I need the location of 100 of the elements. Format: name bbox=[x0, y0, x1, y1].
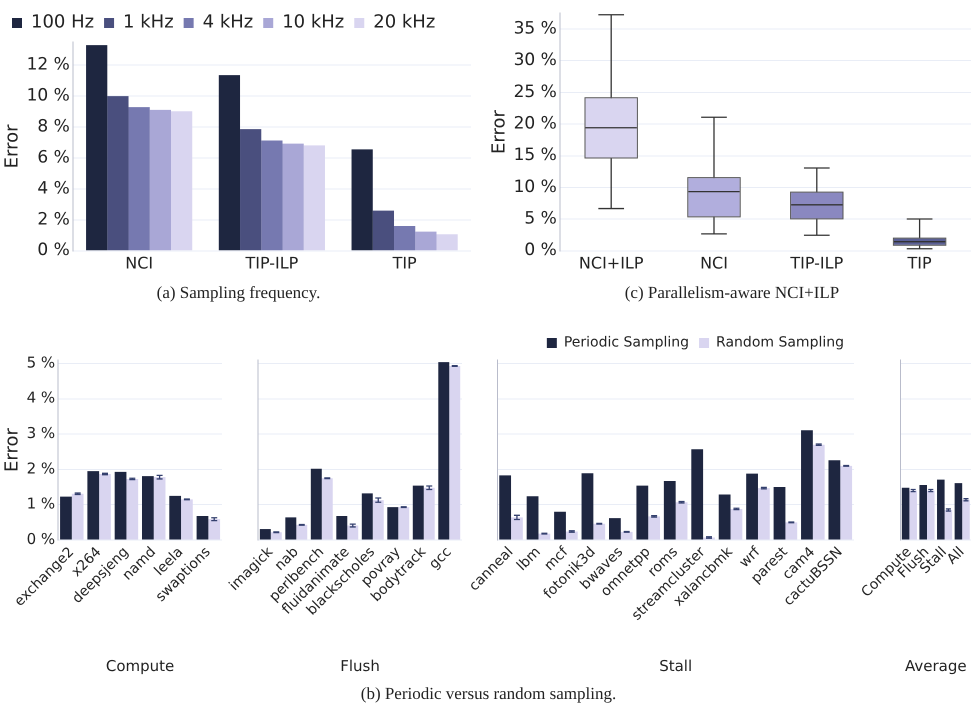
x-tick-label: TIP bbox=[392, 254, 418, 273]
bar bbox=[664, 481, 676, 540]
bar bbox=[60, 496, 72, 540]
y-tick-label: 35 % bbox=[514, 18, 557, 38]
text: (a) Sampling frequency. bbox=[156, 283, 322, 303]
bar bbox=[636, 486, 648, 540]
bar bbox=[240, 129, 262, 250]
y-tick-label: 20 % bbox=[514, 114, 557, 134]
bar bbox=[310, 468, 322, 540]
bar bbox=[99, 474, 111, 540]
text: (b) Periodic versus random sampling. bbox=[360, 684, 618, 704]
x-axis-title: Flush bbox=[340, 656, 380, 675]
x-axis-title: Average bbox=[904, 656, 967, 675]
bar bbox=[676, 502, 688, 540]
bar bbox=[449, 366, 460, 540]
bar bbox=[801, 430, 813, 540]
bar bbox=[937, 480, 945, 540]
x-tick-label: lbm bbox=[514, 544, 544, 574]
x-tick-label: TIP-ILP bbox=[244, 254, 299, 273]
bar bbox=[758, 488, 770, 540]
bar bbox=[648, 516, 660, 540]
legend-label: 10 kHz bbox=[282, 12, 344, 33]
bar bbox=[415, 232, 436, 250]
bar bbox=[304, 145, 325, 250]
x-tick-label: NCI bbox=[700, 254, 728, 273]
y-axis-title: Error bbox=[1, 427, 22, 472]
bar bbox=[282, 144, 304, 250]
bar bbox=[954, 483, 962, 540]
bar bbox=[812, 444, 825, 540]
y-tick-label: 10 % bbox=[514, 176, 557, 197]
bar bbox=[261, 140, 283, 250]
bar bbox=[285, 517, 296, 540]
bar bbox=[828, 460, 840, 540]
bar bbox=[582, 473, 594, 540]
bar bbox=[352, 149, 373, 250]
bar bbox=[962, 500, 970, 540]
bar bbox=[218, 75, 240, 250]
bar bbox=[142, 476, 154, 540]
bar bbox=[171, 111, 192, 250]
bar bbox=[208, 519, 220, 540]
y-tick-label: 4 % bbox=[37, 178, 70, 198]
bar bbox=[438, 362, 450, 540]
bar bbox=[260, 529, 271, 540]
bar bbox=[347, 526, 358, 540]
legend-label: 100 Hz bbox=[31, 12, 94, 33]
bar bbox=[526, 496, 538, 540]
bar bbox=[296, 524, 308, 540]
bar bbox=[774, 487, 786, 540]
bar bbox=[181, 499, 193, 540]
bar bbox=[412, 486, 424, 540]
bar bbox=[362, 493, 373, 540]
y-tick-label: 3 % bbox=[26, 424, 56, 442]
bar bbox=[785, 522, 798, 540]
legend-label: 4 kHz bbox=[202, 12, 254, 33]
y-tick-label: 25 % bbox=[514, 82, 557, 102]
bar bbox=[909, 490, 917, 540]
x-tick-label: TIP-ILP bbox=[789, 254, 844, 273]
x-tick-label: TIP bbox=[906, 254, 932, 273]
bar bbox=[919, 484, 927, 540]
x-tick-label: NCI+ILP bbox=[578, 254, 644, 273]
bar bbox=[86, 45, 108, 250]
y-tick-label: 4 % bbox=[26, 388, 56, 407]
bar bbox=[944, 510, 952, 540]
legend-label: Random Sampling bbox=[716, 334, 844, 351]
x-tick-label: NCI bbox=[125, 254, 154, 273]
bar bbox=[126, 478, 138, 540]
bar bbox=[718, 494, 731, 540]
legend-label: 20 kHz bbox=[373, 12, 436, 33]
x-tick-label: gcc bbox=[426, 544, 455, 573]
y-tick-label: 2 % bbox=[37, 209, 70, 230]
bar bbox=[372, 210, 394, 250]
y-tick-label: 0 % bbox=[26, 530, 56, 548]
bar bbox=[730, 508, 742, 540]
bar bbox=[926, 490, 935, 540]
bar bbox=[196, 516, 208, 540]
x-axis-title: Compute bbox=[106, 656, 174, 675]
y-tick-label: 1 % bbox=[26, 494, 56, 513]
bar bbox=[902, 488, 910, 540]
bar bbox=[372, 500, 384, 540]
bar bbox=[511, 517, 523, 540]
y-tick-label: 10 % bbox=[26, 86, 70, 106]
bar bbox=[336, 516, 348, 540]
y-tick-label: 15 % bbox=[514, 145, 557, 166]
y-tick-label: 2 % bbox=[26, 459, 56, 478]
bar bbox=[387, 507, 398, 540]
bar bbox=[107, 96, 129, 250]
bar bbox=[538, 534, 550, 540]
y-tick-label: 8 % bbox=[37, 116, 70, 136]
bar bbox=[169, 496, 182, 540]
y-tick-label: 5 % bbox=[524, 208, 557, 229]
bar bbox=[270, 532, 282, 540]
y-tick-label: 30 % bbox=[514, 50, 557, 70]
bar bbox=[593, 524, 606, 540]
x-axis-title: Stall bbox=[659, 656, 692, 675]
legend-label: 1 kHz bbox=[123, 12, 174, 33]
bar bbox=[746, 474, 758, 540]
bar bbox=[436, 234, 458, 250]
bar bbox=[691, 449, 704, 540]
bar bbox=[840, 466, 852, 540]
bar bbox=[322, 478, 333, 540]
